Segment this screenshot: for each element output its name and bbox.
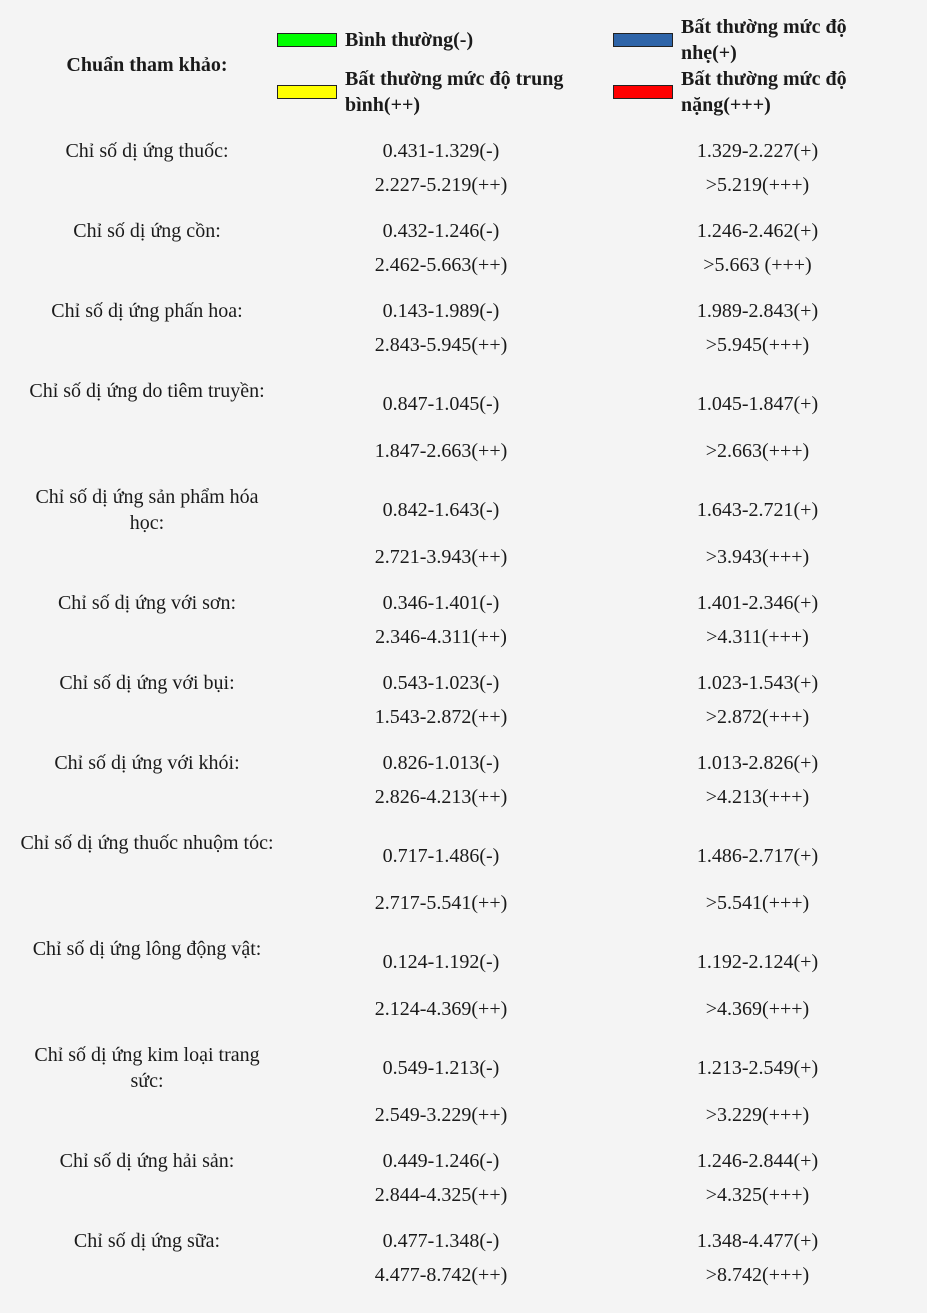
mild-range: 1.045-1.847(+) <box>696 393 819 415</box>
item-label: Chỉ số dị ứng thuốc: <box>65 140 229 162</box>
moderate-range: 2.549-3.229(++) <box>374 1104 508 1126</box>
item-label: Chỉ số dị ứng kim loại trang sức: <box>34 1044 260 1092</box>
mild-range: 1.401-2.346(+) <box>696 592 819 614</box>
normal-range: 0.431-1.329(-) <box>382 140 500 162</box>
item-label: Chỉ số dị ứng phấn hoa: <box>51 300 243 322</box>
mild-range: 1.246-2.844(+) <box>696 1150 819 1172</box>
item-label: Chỉ số dị ứng sản phẩm hóa học: <box>35 486 259 534</box>
reference-item: Chỉ số dị ứng lông động vật: 0.124-1.192(… <box>0 936 927 1030</box>
severe-range: >5.541(+++) <box>705 892 810 914</box>
item-label: Chỉ số dị ứng lông động vật: <box>32 938 262 960</box>
legend-mild: Bất thường mức độ nhẹ(+) <box>613 14 873 66</box>
mild-range: 1.486-2.717(+) <box>696 845 819 867</box>
severe-range: >4.213(+++) <box>705 786 810 808</box>
severe-range: >3.943(+++) <box>705 546 810 568</box>
mild-range: 1.023-1.543(+) <box>696 672 819 694</box>
reference-item: Chỉ số dị ứng phấn hoa: 0.143-1.989(-) 1.9… <box>0 298 927 358</box>
normal-range: 0.477-1.348(-) <box>382 1230 500 1252</box>
normal-range: 0.449-1.246(-) <box>382 1150 500 1172</box>
severe-range: >5.219(+++) <box>705 174 810 196</box>
moderate-range: 2.826-4.213(++) <box>374 786 508 808</box>
severe-range: >5.663 (+++) <box>703 254 812 276</box>
item-label: Chỉ số dị ứng với bụi: <box>59 672 235 694</box>
blue-swatch-icon <box>613 33 673 47</box>
normal-range: 0.432-1.246(-) <box>382 220 500 242</box>
reference-item: Chỉ số dị ứng kim loại trang sức: 0.549-1… <box>0 1042 927 1136</box>
reference-item: Chỉ số dị ứng hải sản: 0.449-1.246(-) 1.24… <box>0 1148 927 1208</box>
moderate-range: 2.462-5.663(++) <box>374 254 508 276</box>
reference-item: Chỉ số dị ứng với khói: 0.826-1.013(-) 1.0… <box>0 750 927 810</box>
moderate-range: 2.721-3.943(++) <box>374 546 508 568</box>
normal-range: 0.549-1.213(-) <box>382 1057 500 1079</box>
reference-item: Chỉ số dị ứng sản phẩm hóa học: 0.842-1.6… <box>0 484 927 578</box>
mild-range: 1.329-2.227(+) <box>696 140 819 162</box>
item-label: Chỉ số dị ứng hải sản: <box>59 1150 235 1172</box>
legend-label: Bình thường(-) <box>345 29 474 51</box>
moderate-range: 2.346-4.311(++) <box>375 626 507 648</box>
severe-range: >2.663(+++) <box>705 440 810 462</box>
mild-range: 1.213-2.549(+) <box>696 1057 819 1079</box>
moderate-range: 4.477-8.742(++) <box>374 1264 508 1286</box>
severe-range: >4.369(+++) <box>705 998 810 1020</box>
severe-range: >4.311(+++) <box>706 626 809 648</box>
yellow-swatch-icon <box>277 85 337 99</box>
item-label: Chỉ số dị ứng cồn: <box>73 220 221 242</box>
severe-range: >8.742(+++) <box>705 1264 810 1286</box>
moderate-range: 2.843-5.945(++) <box>374 334 508 356</box>
normal-range: 0.124-1.192(-) <box>382 951 500 973</box>
green-swatch-icon <box>277 33 337 47</box>
item-label: Chỉ số dị ứng với khói: <box>54 752 240 774</box>
moderate-range: 2.717-5.541(++) <box>374 892 508 914</box>
mild-range: 1.246-2.462(+) <box>696 220 819 242</box>
moderate-range: 2.844-4.325(++) <box>374 1184 508 1206</box>
moderate-range: 1.847-2.663(++) <box>374 440 508 462</box>
reference-item: Chỉ số dị ứng sữa: 0.477-1.348(-) 1.348-4.… <box>0 1228 927 1288</box>
normal-range: 0.346-1.401(-) <box>382 592 500 614</box>
normal-range: 0.826-1.013(-) <box>382 752 500 774</box>
reference-item: Chỉ số dị ứng do tiêm truyền: 0.847-1.045… <box>0 378 927 472</box>
moderate-range: 1.543-2.872(++) <box>374 706 508 728</box>
mild-range: 1.989-2.843(+) <box>696 300 819 322</box>
legend-label: Bất thường mức độ nhẹ(+) <box>681 16 847 64</box>
mild-range: 1.348-4.477(+) <box>696 1230 819 1252</box>
normal-range: 0.543-1.023(-) <box>382 672 500 694</box>
mild-range: 1.643-2.721(+) <box>696 499 819 521</box>
mild-range: 1.192-2.124(+) <box>696 951 819 973</box>
normal-range: 0.143-1.989(-) <box>382 300 500 322</box>
legend-severe: Bất thường mức độ nặng(+++) <box>613 66 873 118</box>
item-label: Chỉ số dị ứng sữa: <box>73 1230 221 1252</box>
severe-range: >3.229(+++) <box>705 1104 810 1126</box>
legend-label: Bất thường mức độ nặng(+++) <box>681 68 847 116</box>
legend-normal: Bình thường(-) <box>277 27 507 53</box>
reference-item: Chỉ số dị ứng với sơn: 0.346-1.401(-) 1.40… <box>0 590 927 650</box>
severe-range: >4.325(+++) <box>705 1184 810 1206</box>
reference-item: Chỉ số dị ứng với bụi: 0.543-1.023(-) 1.02… <box>0 670 927 730</box>
legend-moderate: Bất thường mức độ trung bình(++) <box>277 66 597 118</box>
severe-range: >5.945(+++) <box>705 334 810 356</box>
moderate-range: 2.124-4.369(++) <box>374 998 508 1020</box>
reference-item: Chỉ số dị ứng cồn: 0.432-1.246(-) 1.246-2.… <box>0 218 927 278</box>
red-swatch-icon <box>613 85 673 99</box>
item-label: Chỉ số dị ứng với sơn: <box>57 592 237 614</box>
item-label: Chỉ số dị ứng thuốc nhuộm tóc: <box>20 832 274 854</box>
reference-list: Chỉ số dị ứng thuốc: 0.431-1.329(-) 1.329-… <box>0 138 927 1308</box>
legend-label: Bất thường mức độ trung bình(++) <box>345 68 564 116</box>
normal-range: 0.847-1.045(-) <box>382 393 500 415</box>
mild-range: 1.013-2.826(+) <box>696 752 819 774</box>
normal-range: 0.842-1.643(-) <box>382 499 500 521</box>
moderate-range: 2.227-5.219(++) <box>374 174 508 196</box>
item-label: Chỉ số dị ứng do tiêm truyền: <box>29 380 265 402</box>
normal-range: 0.717-1.486(-) <box>382 845 500 867</box>
reference-title: Chuẩn tham khảo: <box>66 54 228 76</box>
reference-item: Chỉ số dị ứng thuốc: 0.431-1.329(-) 1.329-… <box>0 138 927 198</box>
reference-item: Chỉ số dị ứng thuốc nhuộm tóc: 0.717-1.48… <box>0 830 927 924</box>
severe-range: >2.872(+++) <box>705 706 810 728</box>
